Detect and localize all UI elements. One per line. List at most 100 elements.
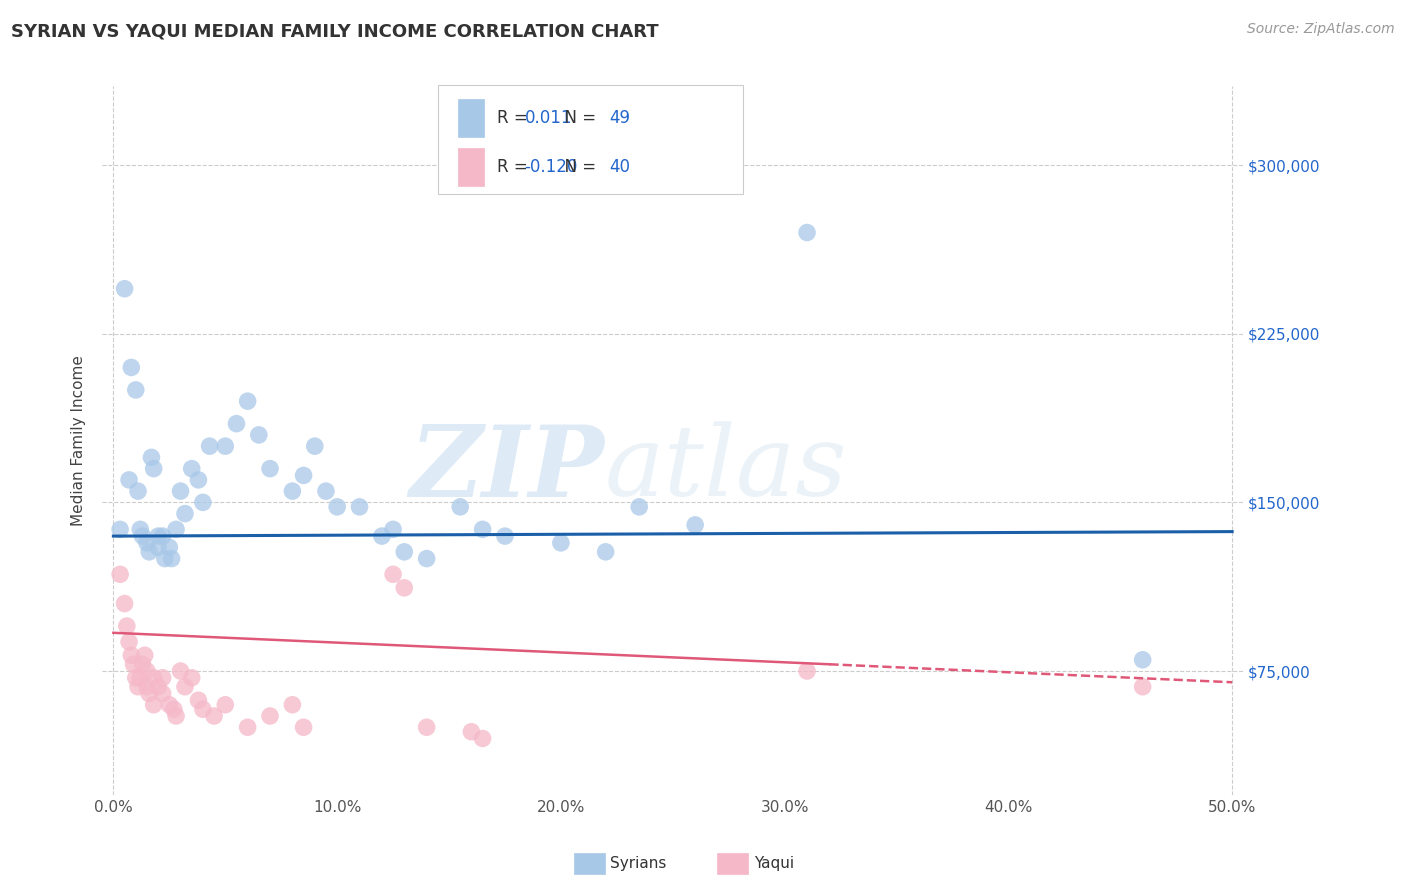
Point xyxy=(326,500,349,514)
Point xyxy=(214,439,236,453)
Point xyxy=(394,545,416,559)
Point xyxy=(394,581,416,595)
Text: SYRIAN VS YAQUI MEDIAN FAMILY INCOME CORRELATION CHART: SYRIAN VS YAQUI MEDIAN FAMILY INCOME COR… xyxy=(11,22,659,40)
Text: 40: 40 xyxy=(609,158,630,177)
Point xyxy=(382,567,405,582)
Text: R =: R = xyxy=(496,158,533,177)
Point xyxy=(259,461,281,475)
Point xyxy=(114,597,136,611)
Text: 0.011: 0.011 xyxy=(524,109,572,127)
Point xyxy=(449,500,471,514)
Point xyxy=(134,648,156,663)
Point xyxy=(415,720,437,734)
Point xyxy=(349,500,371,514)
Point xyxy=(180,671,202,685)
Point xyxy=(142,698,165,712)
Point xyxy=(152,671,174,685)
Point xyxy=(127,680,149,694)
Text: Yaqui: Yaqui xyxy=(754,856,794,871)
Point xyxy=(281,484,304,499)
Point xyxy=(292,468,315,483)
Text: Source: ZipAtlas.com: Source: ZipAtlas.com xyxy=(1247,22,1395,37)
Point xyxy=(115,619,138,633)
Point xyxy=(180,461,202,475)
Point xyxy=(187,693,209,707)
Point xyxy=(120,648,142,663)
Point xyxy=(236,394,259,409)
Point xyxy=(136,536,159,550)
Point xyxy=(108,522,131,536)
Point xyxy=(415,551,437,566)
Point xyxy=(247,428,270,442)
Point xyxy=(136,664,159,678)
Point xyxy=(127,484,149,499)
Point xyxy=(138,686,160,700)
Point xyxy=(471,731,494,746)
Point xyxy=(165,709,187,723)
Text: Syrians: Syrians xyxy=(610,856,666,871)
Text: -0.120: -0.120 xyxy=(524,158,578,177)
Point xyxy=(157,698,180,712)
Point xyxy=(292,720,315,734)
Point xyxy=(281,698,304,712)
Point xyxy=(160,551,183,566)
Point xyxy=(198,439,221,453)
Point xyxy=(136,680,159,694)
Point xyxy=(382,522,405,536)
Point xyxy=(174,507,197,521)
Point xyxy=(108,567,131,582)
Text: N =: N = xyxy=(554,158,600,177)
Point xyxy=(165,522,187,536)
Point xyxy=(494,529,516,543)
Point xyxy=(202,709,225,723)
Point xyxy=(146,680,169,694)
Point xyxy=(214,698,236,712)
Point xyxy=(152,529,174,543)
Point xyxy=(1132,680,1154,694)
Text: 49: 49 xyxy=(609,109,630,127)
Point xyxy=(315,484,337,499)
Point xyxy=(131,657,153,672)
Point xyxy=(550,536,572,550)
Point xyxy=(129,522,152,536)
Point xyxy=(129,671,152,685)
Point xyxy=(796,226,818,240)
Point xyxy=(122,657,145,672)
Text: atlas: atlas xyxy=(605,421,846,516)
Point xyxy=(142,671,165,685)
Point xyxy=(628,500,651,514)
Point xyxy=(146,541,169,555)
Point xyxy=(225,417,247,431)
Text: ZIP: ZIP xyxy=(409,421,605,517)
Point xyxy=(125,671,148,685)
Point xyxy=(169,484,191,499)
Point xyxy=(187,473,209,487)
Point xyxy=(118,473,141,487)
Point xyxy=(1132,653,1154,667)
Y-axis label: Median Family Income: Median Family Income xyxy=(72,355,86,526)
Point xyxy=(460,724,482,739)
Point xyxy=(191,702,214,716)
Point xyxy=(141,450,163,465)
Point xyxy=(259,709,281,723)
Point xyxy=(796,664,818,678)
Point xyxy=(138,545,160,559)
Point xyxy=(169,664,191,678)
Text: R =: R = xyxy=(496,109,533,127)
Text: N =: N = xyxy=(554,109,600,127)
Point xyxy=(142,461,165,475)
Point xyxy=(125,383,148,397)
Point xyxy=(304,439,326,453)
Point xyxy=(174,680,197,694)
Point xyxy=(131,529,153,543)
Point xyxy=(114,282,136,296)
Point xyxy=(595,545,617,559)
Point xyxy=(152,686,174,700)
Point xyxy=(371,529,394,543)
Point xyxy=(163,702,186,716)
Point xyxy=(236,720,259,734)
Point xyxy=(120,360,142,375)
Point xyxy=(146,529,169,543)
Point xyxy=(157,541,180,555)
Point xyxy=(471,522,494,536)
